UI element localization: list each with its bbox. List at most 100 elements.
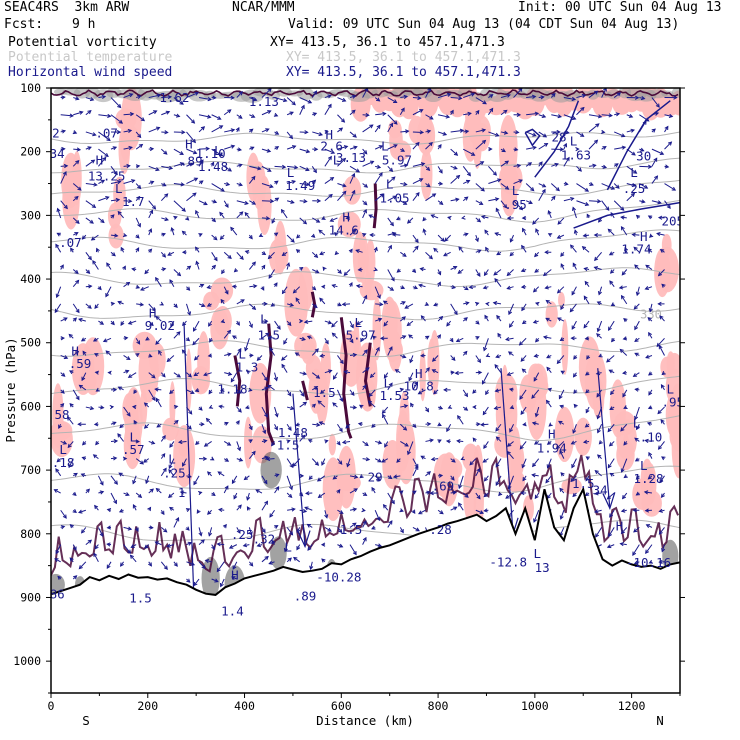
- wind-vector: [362, 124, 374, 133]
- wind-speed-contour: [606, 100, 671, 191]
- x-tick-label: 800: [428, 699, 449, 713]
- pv-shade: [336, 445, 356, 509]
- wind-vector-head: [554, 162, 559, 167]
- wind-vector-head: [313, 304, 318, 309]
- wind-vector-head: [608, 251, 614, 256]
- wind-vector-head: [195, 440, 200, 446]
- wind-vector: [632, 233, 640, 236]
- wind-vector-head: [657, 215, 663, 220]
- wind-vector-head: [313, 90, 318, 95]
- wind-vector: [374, 286, 381, 299]
- wind-vector-head: [237, 504, 242, 509]
- wind-vector-head: [135, 234, 140, 239]
- wind-vector: [117, 433, 124, 442]
- wind-vector-head: [545, 317, 550, 322]
- wind-vector-head: [402, 335, 407, 340]
- wind-vector: [281, 364, 288, 373]
- wind-vector: [639, 183, 648, 189]
- wind-vector-head: [630, 128, 636, 133]
- wind-vector: [287, 508, 295, 511]
- wind-vector-head: [399, 529, 404, 534]
- wind-vector-head: [148, 248, 153, 253]
- wind-vector-head: [136, 340, 141, 345]
- wind-vector-head: [472, 437, 477, 442]
- wind-vector-head: [475, 109, 480, 115]
- wind-vector: [387, 286, 394, 291]
- wind-vector: [500, 131, 508, 134]
- wind-vector-head: [155, 397, 160, 402]
- theta-contour: [51, 415, 680, 441]
- pv-extremum-l: L: [238, 347, 246, 362]
- wind-vector-head: [438, 473, 444, 478]
- wind-vector-head: [376, 294, 381, 300]
- wind-vector-head: [340, 118, 346, 123]
- wind-vector-head: [131, 267, 136, 272]
- wind-vector-head: [185, 216, 190, 221]
- wind-vector: [443, 251, 451, 257]
- wind-vector-head: [372, 335, 377, 340]
- wind-vector-head: [571, 291, 576, 296]
- wind-vector: [444, 234, 452, 242]
- wind-vector: [160, 468, 167, 477]
- wind-vector: [281, 355, 288, 361]
- wind-vector-head: [199, 159, 204, 164]
- wind-vector: [412, 234, 419, 243]
- wind-vector: [588, 139, 598, 150]
- wind-vector-head: [177, 439, 183, 445]
- wind-vector-head: [482, 100, 487, 105]
- pv-shade: [419, 349, 426, 402]
- wind-vector: [223, 165, 232, 172]
- wind-vector-head: [155, 340, 160, 345]
- terrain-fill: [51, 489, 680, 693]
- wind-vector-head: [616, 92, 622, 97]
- wind-vector-head: [173, 562, 178, 567]
- wind-vector: [286, 97, 296, 106]
- wind-vector: [412, 526, 420, 532]
- wind-vector-head: [477, 249, 482, 254]
- wind-vector-head: [220, 187, 225, 192]
- wind-vector-head: [327, 155, 332, 161]
- pv-extremum-l: L: [59, 442, 67, 457]
- wind-vector: [257, 355, 263, 361]
- y-tick-label: 1000: [13, 654, 41, 668]
- wind-vector-head: [227, 371, 233, 376]
- wind-vector: [513, 88, 523, 98]
- wind-vector-head: [357, 267, 362, 272]
- wind-vector-head: [615, 184, 620, 189]
- wind-vector-head: [275, 473, 280, 478]
- wind-vector-head: [418, 283, 423, 288]
- wind-vector-head: [597, 291, 602, 296]
- wind-vector: [123, 129, 132, 133]
- wind-vector-head: [634, 437, 639, 442]
- wind-vector: [407, 441, 414, 455]
- wind-vector-head: [305, 149, 311, 154]
- wind-vector: [633, 527, 640, 533]
- wind-vector-head: [303, 199, 308, 204]
- wind-vector-head: [150, 440, 156, 445]
- wind-vector-head: [155, 167, 160, 172]
- wind-vector-head: [289, 463, 294, 469]
- wind-vector-head: [534, 268, 539, 273]
- wind-vector: [261, 501, 268, 511]
- wind-vector-head: [431, 357, 437, 362]
- wind-vector-head: [269, 184, 274, 189]
- pv-shade: [622, 433, 630, 463]
- wind-vector-head: [476, 495, 481, 500]
- wind-vector: [136, 303, 144, 306]
- wind-vector: [220, 578, 225, 587]
- wind-vector-head: [509, 252, 514, 257]
- wind-vector: [236, 441, 241, 451]
- wind-vector: [400, 441, 409, 447]
- wind-vector-head: [654, 111, 660, 116]
- pv-extremum-h: H: [342, 210, 350, 225]
- wind-vector-head: [81, 235, 86, 240]
- wind-vector-head: [620, 215, 625, 220]
- wind-vector: [223, 109, 232, 116]
- wind-vector-head: [446, 92, 452, 97]
- wind-vector-head: [193, 581, 198, 587]
- wind-vector-head: [623, 441, 628, 446]
- wind-vector-head: [378, 145, 384, 150]
- wind-vector: [481, 423, 489, 426]
- wind-vector-head: [238, 91, 243, 96]
- wind-vector: [123, 406, 131, 417]
